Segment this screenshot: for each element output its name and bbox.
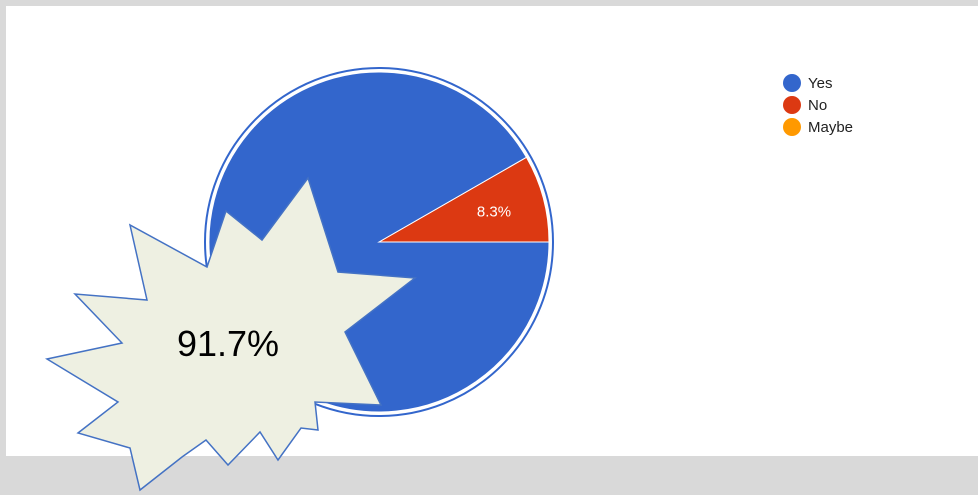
starburst-shape: [44, 176, 418, 492]
legend: Yes No Maybe: [783, 74, 853, 136]
callout-starburst: 91.7%: [44, 176, 418, 492]
legend-label-yes: Yes: [808, 75, 832, 92]
legend-marker-yes: [783, 74, 801, 92]
legend-label-no: No: [808, 97, 827, 114]
slice-labels: 8.3%: [477, 203, 511, 220]
slice-label-no: 8.3%: [477, 203, 511, 220]
pie-outer-ring: [204, 67, 554, 417]
legend-marker-no: [783, 96, 801, 114]
pie-slice-no: [377, 156, 550, 243]
legend-marker-maybe: [783, 118, 801, 136]
legend-label-maybe: Maybe: [808, 119, 853, 136]
callout-value: 91.7%: [177, 323, 279, 364]
